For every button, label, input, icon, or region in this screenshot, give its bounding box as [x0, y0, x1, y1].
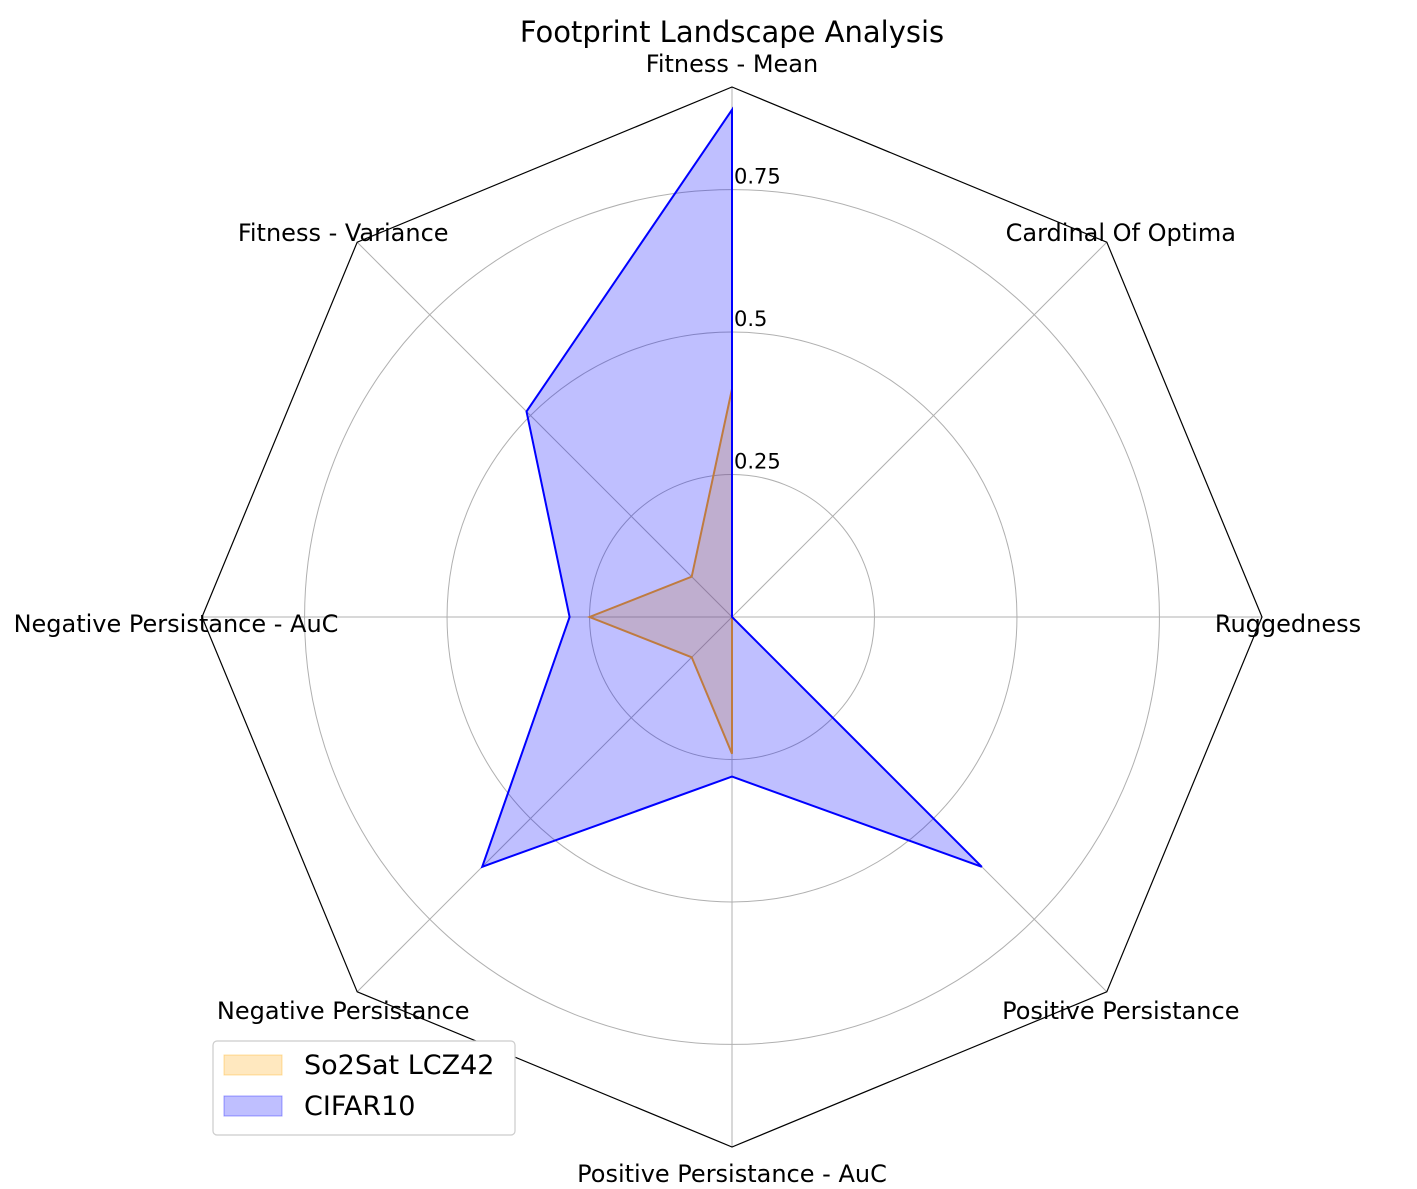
legend-swatch-cifar10 — [223, 1095, 283, 1117]
chart-title: Footprint Landscape Analysis — [520, 15, 944, 49]
axis-label-cardinal-of-optima: Cardinal Of Optima — [1006, 219, 1236, 247]
spoke-fitness-variance — [356, 241, 733, 618]
legend-label-so2sat-lcz42: So2Sat LCZ42 — [304, 1050, 494, 1081]
legend-box — [212, 1040, 516, 1136]
axis-label-negative-persistance: Negative Persistance — [217, 997, 470, 1025]
legend: So2Sat LCZ42 CIFAR10 — [212, 1040, 516, 1136]
tick-label-0-5: 0.5 — [734, 307, 767, 331]
axis-label-fitness-mean: Fitness - Mean — [646, 50, 818, 78]
axis-label-negative-persistance-auc: Negative Persistance - AuC — [14, 610, 339, 638]
axis-label-positive-persistance-auc: Positive Persistance - AuC — [577, 1160, 887, 1188]
legend-label-cifar10: CIFAR10 — [304, 1091, 415, 1122]
axis-label-positive-persistance: Positive Persistance — [1002, 997, 1239, 1025]
radar-frame — [201, 86, 1263, 1148]
series-cifar10 — [480, 106, 983, 869]
outer-frame — [201, 86, 1263, 1148]
axis-labels: Fitness - Mean Cardinal Of Optima Ruggedne… — [14, 50, 1362, 1188]
spoke-negative-persistance — [356, 616, 733, 993]
legend-swatch-so2sat-lcz42 — [223, 1054, 283, 1076]
tick-labels: 0.25 0.5 0.75 — [734, 165, 781, 474]
axis-label-ruggedness: Ruggedness — [1215, 610, 1361, 638]
axis-label-fitness-variance: Fitness - Variance — [238, 219, 449, 247]
spoke-cardinal-of-optima — [731, 241, 1108, 618]
tick-label-0-75: 0.75 — [734, 165, 781, 189]
tick-label-0-25: 0.25 — [734, 450, 781, 474]
series-layer — [480, 106, 983, 869]
